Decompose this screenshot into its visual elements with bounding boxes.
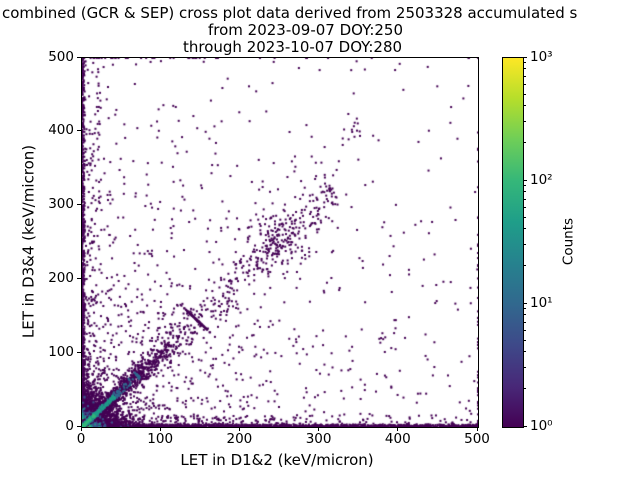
colorbar-tick-mark	[523, 179, 527, 181]
colorbar-minor-tick-mark	[523, 388, 526, 390]
y-axis-label: LET in D3&4 (keV/micron)	[19, 144, 38, 339]
y-tick-label: 400	[48, 122, 74, 139]
colorbar-minor-tick-mark	[523, 206, 526, 208]
y-tick-mark	[77, 204, 81, 206]
y-tick-label: 100	[48, 343, 74, 360]
y-tick-mark	[77, 56, 81, 58]
x-tick-mark	[476, 427, 478, 431]
colorbar-tick-label: 10²	[530, 171, 553, 188]
x-axis-label: LET in D1&2 (keV/micron)	[180, 451, 374, 469]
title-line-2: from 2023-09-07 DOY:250	[208, 21, 404, 39]
x-tick-label: 0	[76, 431, 86, 447]
colorbar-minor-tick-mark	[523, 329, 526, 331]
colorbar-tick-mark	[523, 425, 527, 427]
density-scatter-canvas	[82, 58, 478, 427]
x-tick-mark	[159, 427, 161, 431]
x-tick-label: 300	[305, 431, 332, 447]
colorbar-minor-tick-mark	[523, 191, 526, 193]
y-tick-label: 300	[48, 196, 74, 213]
colorbar-gradient	[503, 58, 523, 427]
colorbar-minor-tick-mark	[523, 321, 526, 323]
x-tick-label: 200	[226, 431, 253, 447]
colorbar-minor-tick-mark	[523, 120, 526, 122]
colorbar-tick-label: 10³	[530, 48, 553, 65]
colorbar-minor-tick-mark	[523, 366, 526, 368]
title-line-3: through 2023-10-07 DOY:280	[183, 38, 403, 56]
colorbar-minor-tick-mark	[523, 75, 526, 77]
colorbar-tick-label: 10⁰	[530, 417, 553, 434]
y-tick-label: 500	[48, 48, 74, 65]
plot-area	[81, 57, 479, 428]
colorbar-minor-tick-mark	[523, 83, 526, 85]
y-tick-label: 0	[65, 417, 74, 434]
colorbar-minor-tick-mark	[523, 62, 526, 64]
colorbar-minor-tick-mark	[523, 216, 526, 218]
colorbar-minor-tick-mark	[523, 228, 526, 230]
y-tick-mark	[77, 425, 81, 427]
y-tick-mark	[77, 277, 81, 279]
x-tick-mark	[238, 427, 240, 431]
colorbar-minor-tick-mark	[523, 142, 526, 144]
colorbar-minor-tick-mark	[523, 185, 526, 187]
y-tick-mark	[77, 130, 81, 132]
x-tick-label: 100	[147, 431, 174, 447]
colorbar-minor-tick-mark	[523, 243, 526, 245]
colorbar-tick-mark	[523, 302, 527, 304]
x-tick-mark	[397, 427, 399, 431]
x-tick-label: 400	[384, 431, 411, 447]
colorbar-minor-tick-mark	[523, 93, 526, 95]
x-tick-mark	[318, 427, 320, 431]
y-tick-mark	[77, 351, 81, 353]
colorbar-minor-tick-mark	[523, 265, 526, 267]
colorbar-minor-tick-mark	[523, 314, 526, 316]
colorbar-tick-mark	[523, 56, 527, 58]
colorbar-tick-label: 10¹	[530, 294, 553, 311]
colorbar-minor-tick-mark	[523, 308, 526, 310]
colorbar-minor-tick-mark	[523, 68, 526, 70]
x-tick-mark	[80, 427, 82, 431]
title-line-1: combined (GCR & SEP) cross plot data der…	[2, 4, 578, 22]
colorbar-minor-tick-mark	[523, 198, 526, 200]
colorbar-minor-tick-mark	[523, 339, 526, 341]
x-tick-label: 500	[464, 431, 490, 447]
colorbar-minor-tick-mark	[523, 351, 526, 353]
colorbar-minor-tick-mark	[523, 105, 526, 107]
colorbar	[502, 57, 524, 428]
colorbar-label: Counts	[560, 217, 577, 266]
y-tick-label: 200	[48, 269, 74, 286]
